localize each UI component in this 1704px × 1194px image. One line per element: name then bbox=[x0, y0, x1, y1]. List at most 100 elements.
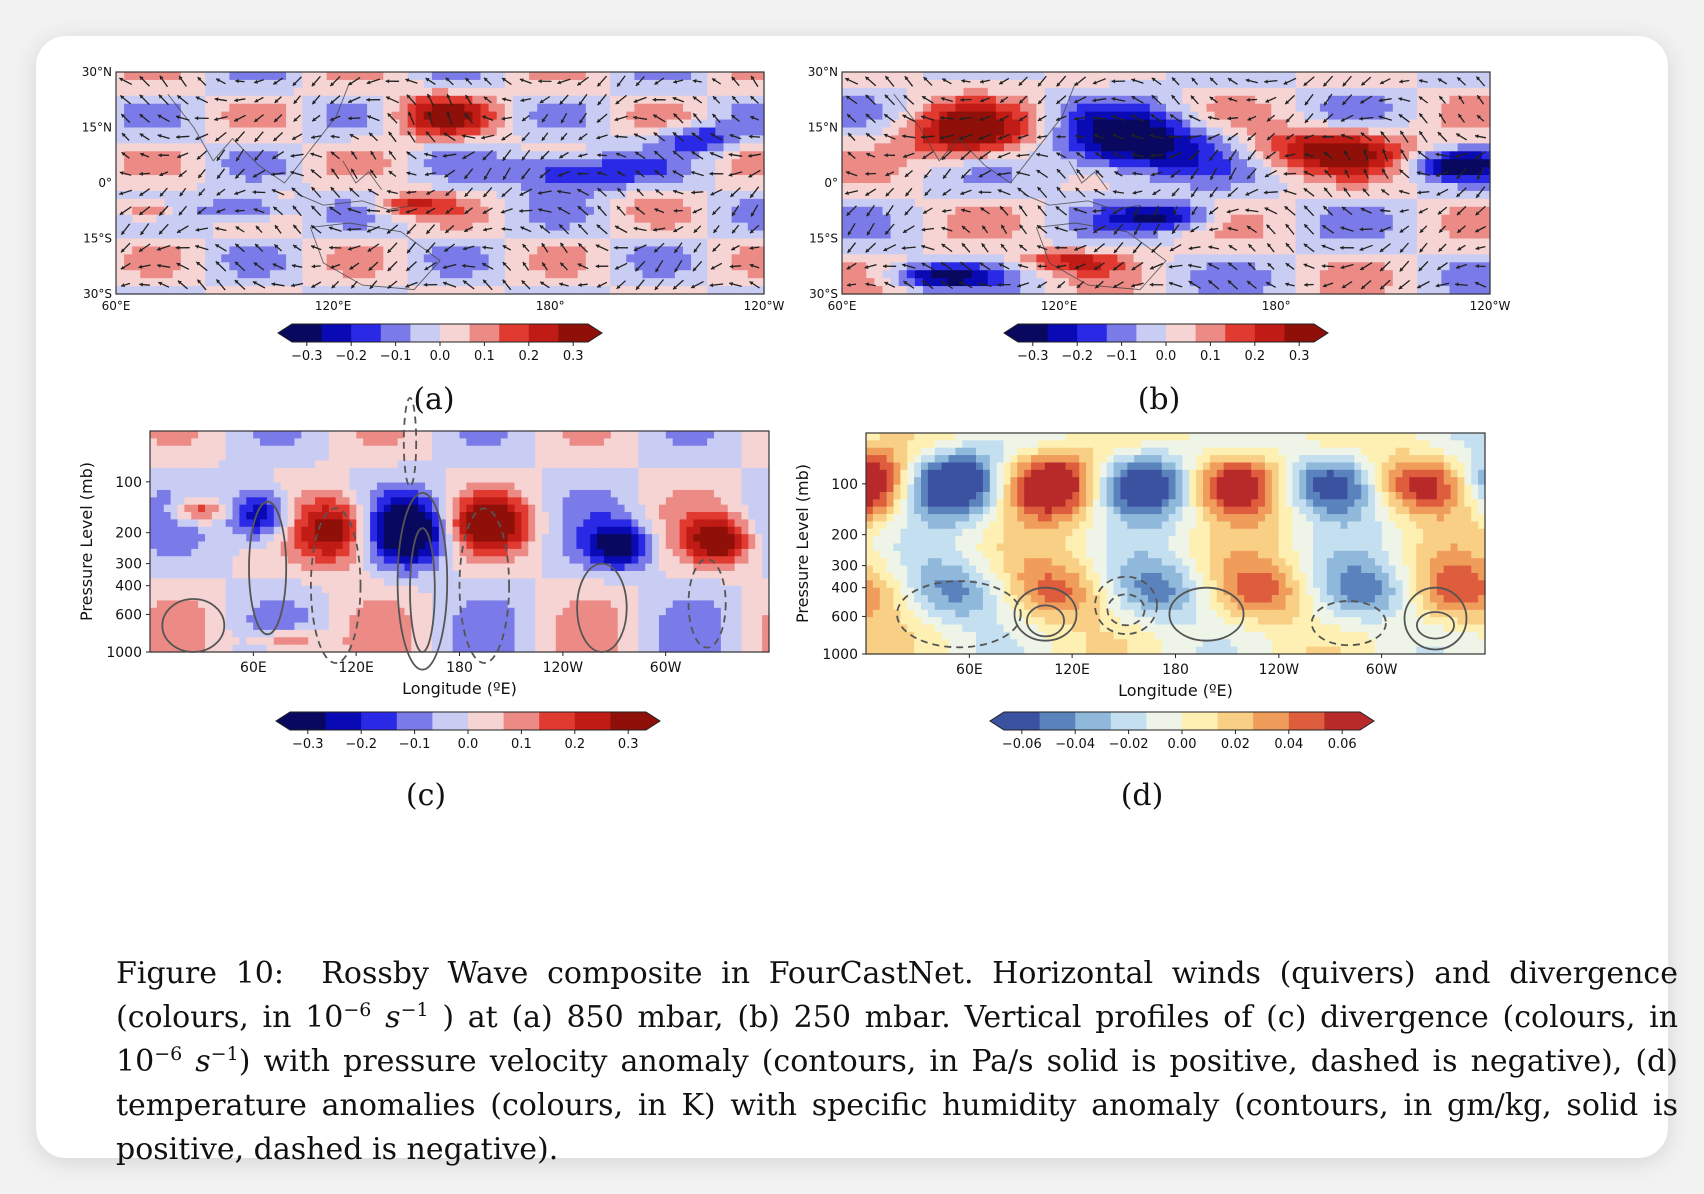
panel-c-colorbar-tick-3: 0.0 bbox=[458, 737, 479, 752]
panel-c-contours bbox=[161, 396, 727, 671]
caption-sup2: −1 bbox=[400, 999, 429, 1021]
panel-d-y-tick-3: 400 bbox=[831, 581, 858, 597]
panel-b-quivers bbox=[844, 75, 1487, 290]
panel-d-y-tick-5: 1000 bbox=[822, 647, 858, 663]
panel-c-colorbar-tick-1: −0.2 bbox=[345, 737, 377, 752]
caption-seg1: Rossby Wave composite in FourCastNet. Ho… bbox=[116, 956, 1678, 1035]
panel-c-y-tick-3: 400 bbox=[115, 579, 142, 595]
panel-c-x-tick-1: 120E bbox=[338, 660, 374, 676]
panel-b-map bbox=[841, 71, 1491, 295]
caption-sup4: −1 bbox=[210, 1043, 239, 1065]
panel-a-colorbar-tick-6: 0.3 bbox=[563, 349, 584, 364]
panel-d-colorbar-tick-1: −0.04 bbox=[1055, 737, 1095, 752]
panel-d-y-tick-1: 200 bbox=[831, 528, 858, 544]
panel-c-xlabel: Longitude (ºE) bbox=[402, 679, 517, 698]
panel-c-x-tick-0: 60E bbox=[240, 660, 267, 676]
panel-b-lat-tick-0: 30°N bbox=[808, 65, 838, 79]
panel-b-label: (b) bbox=[1137, 382, 1181, 417]
panel-b-colorbar bbox=[1003, 323, 1329, 346]
panel-a-coastlines bbox=[167, 82, 441, 291]
panel-d-y-tick-4: 600 bbox=[831, 609, 858, 625]
panel-b-lat-tick-4: 30°S bbox=[809, 287, 838, 301]
caption-seg3: ) with pressure velocity anomaly (contou… bbox=[116, 1044, 1678, 1167]
panel-c-y-tick-1: 200 bbox=[115, 526, 142, 542]
panel-d-contours bbox=[896, 575, 1468, 651]
caption-seg2: ) at (a) 850 mbar, (b) 250 mbar. Vertica… bbox=[116, 1000, 1679, 1079]
panel-d-colorbar-tick-5: 0.04 bbox=[1274, 737, 1303, 752]
panel-d-colorbar-tick-6: 0.06 bbox=[1328, 737, 1357, 752]
panel-b-lat-tick-3: 15°S bbox=[809, 232, 838, 246]
panel-c-x-tick-2: 180 bbox=[446, 660, 473, 676]
panel-c-colorbar-tick-5: 0.2 bbox=[564, 737, 585, 752]
panel-a-quivers bbox=[119, 75, 761, 291]
panel-d-xlabel: Longitude (ºE) bbox=[1118, 681, 1233, 700]
panel-c-ylabel: Pressure Level (mb) bbox=[77, 462, 96, 621]
panel-b-lon-tick-3: 120°W bbox=[1470, 299, 1511, 313]
panel-a-colorbar-tick-5: 0.2 bbox=[518, 349, 539, 364]
panel-c-label: (c) bbox=[405, 778, 447, 813]
panel-d-x-tick-3: 120W bbox=[1259, 662, 1300, 678]
panel-c-x-tick-3: 120W bbox=[543, 660, 584, 676]
panel-a-lat-tick-1: 15°N bbox=[82, 121, 112, 135]
panel-a-map bbox=[115, 71, 765, 295]
panel-d-colorbar bbox=[989, 711, 1375, 734]
panel-d-ylabel: Pressure Level (mb) bbox=[793, 464, 812, 623]
panel-b-lat-tick-2: 0° bbox=[824, 176, 838, 190]
panel-b-lon-tick-1: 120°E bbox=[1041, 299, 1078, 313]
panel-b-colorbar-tick-0: −0.3 bbox=[1017, 349, 1049, 364]
panel-a-colorbar-tick-1: −0.2 bbox=[335, 349, 367, 364]
panel-c-map bbox=[149, 430, 770, 653]
caption-fig-label: Figure 10: bbox=[116, 956, 284, 991]
panel-b-lon-tick-2: 180° bbox=[1262, 299, 1291, 313]
panel-a-lat-tick-0: 30°N bbox=[82, 65, 112, 79]
panel-b-colorbar-tick-4: 0.1 bbox=[1200, 349, 1221, 364]
panel-a-colorbar-tick-0: −0.3 bbox=[291, 349, 323, 364]
panel-d-x-tick-0: 60E bbox=[956, 662, 983, 678]
panel-c-y-tick-5: 1000 bbox=[106, 645, 142, 661]
panel-d-x-tick-4: 60W bbox=[1366, 662, 1398, 678]
panel-d-colorbar-tick-2: −0.02 bbox=[1109, 737, 1149, 752]
panel-a-lon-tick-0: 60°E bbox=[102, 299, 131, 313]
panel-d-colorbar-tick-4: 0.02 bbox=[1221, 737, 1250, 752]
panel-b-colorbar-tick-3: 0.0 bbox=[1156, 349, 1177, 364]
panel-d-colorbar-tick-3: 0.00 bbox=[1168, 737, 1197, 752]
figure-caption: Figure 10: Rossby Wave composite in Four… bbox=[116, 952, 1678, 1172]
caption-unit1: s bbox=[385, 1000, 401, 1035]
panel-d-x-tick-2: 180 bbox=[1162, 662, 1189, 678]
panel-a-lon-tick-3: 120°W bbox=[744, 299, 785, 313]
panel-c-colorbar-tick-2: −0.1 bbox=[399, 737, 431, 752]
panel-b-colorbar-tick-6: 0.3 bbox=[1289, 349, 1310, 364]
panel-b-lat-tick-1: 15°N bbox=[808, 121, 838, 135]
panel-c-x-tick-4: 60W bbox=[650, 660, 682, 676]
panel-c-y-tick-0: 100 bbox=[115, 475, 142, 491]
panel-d-y-tick-2: 300 bbox=[831, 559, 858, 575]
panel-b-lon-tick-0: 60°E bbox=[828, 299, 857, 313]
figure-card: 30°N 15°N 0° 15°S 30°S 60°E 120°E 180° 120°W 30°N… bbox=[36, 36, 1678, 1167]
panel-a-lat-tick-3: 15°S bbox=[83, 232, 112, 246]
panel-a-label: (a) bbox=[413, 382, 455, 417]
panel-b-colorbar-tick-2: −0.1 bbox=[1106, 349, 1138, 364]
caption-unit2: s bbox=[195, 1044, 211, 1079]
panel-a-lon-tick-2: 180° bbox=[536, 299, 565, 313]
panel-a-lon-tick-1: 120°E bbox=[315, 299, 352, 313]
panel-a-lat-tick-2: 0° bbox=[98, 176, 112, 190]
panel-a-lat-tick-4: 30°S bbox=[83, 287, 112, 301]
panel-c-colorbar bbox=[275, 711, 661, 734]
panel-c-colorbar-tick-4: 0.1 bbox=[511, 737, 532, 752]
panel-c-colorbar-tick-6: 0.3 bbox=[618, 737, 639, 752]
panel-c-colorbar-tick-0: −0.3 bbox=[292, 737, 324, 752]
caption-sup1: −6 bbox=[343, 999, 372, 1021]
panel-d-map bbox=[865, 432, 1486, 655]
panel-d-label: (d) bbox=[1120, 778, 1164, 813]
panel-b-colorbar-tick-5: 0.2 bbox=[1244, 349, 1265, 364]
panel-b-colorbar-tick-1: −0.2 bbox=[1061, 349, 1093, 364]
panel-a-colorbar-tick-2: −0.1 bbox=[380, 349, 412, 364]
figure-graphic: 30°N15°N0°15°S30°S60°E 120°E 180° 120°W30°N… bbox=[77, 65, 1511, 752]
panel-a-colorbar-tick-4: 0.1 bbox=[474, 349, 495, 364]
panel-d-x-tick-1: 120E bbox=[1054, 662, 1090, 678]
panel-c-y-tick-4: 600 bbox=[115, 607, 142, 623]
panel-c-y-tick-2: 300 bbox=[115, 557, 142, 573]
panel-d-colorbar-tick-0: −0.06 bbox=[1002, 737, 1042, 752]
panel-a-colorbar-tick-3: 0.0 bbox=[430, 349, 451, 364]
panel-a-colorbar bbox=[277, 323, 603, 346]
